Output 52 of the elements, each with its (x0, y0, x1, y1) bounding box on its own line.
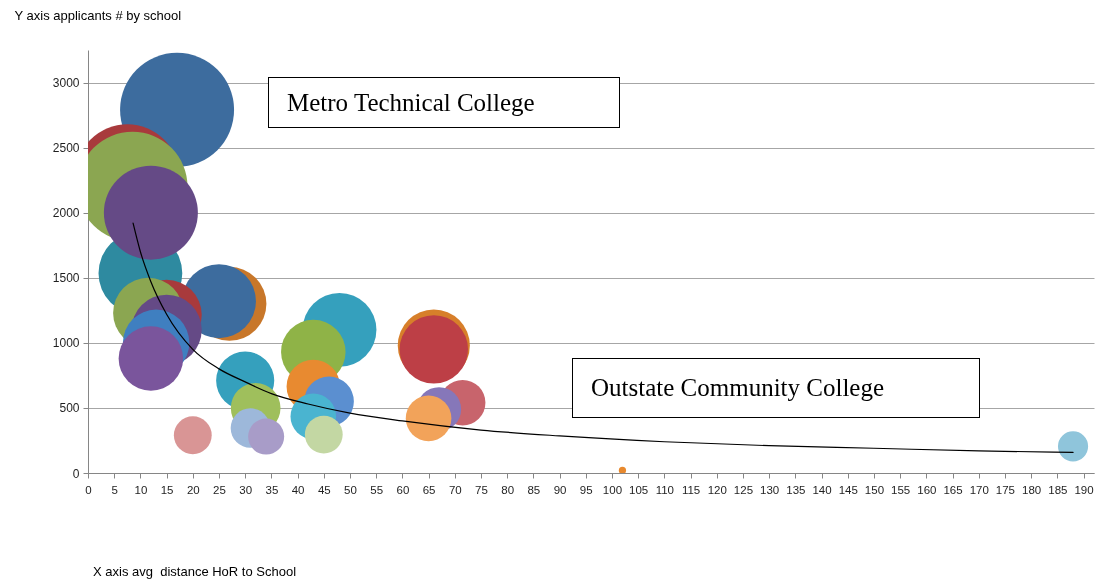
x-tick-label: 30 (239, 483, 253, 496)
x-tick-label: 175 (995, 483, 1016, 496)
y-tick-label: 2000 (52, 206, 80, 221)
y-tick-label: 0 (72, 466, 80, 481)
x-tick-label: 80 (501, 483, 515, 496)
x-tick-label: 45 (317, 483, 331, 496)
x-tick-label: 155 (891, 483, 911, 496)
y-tick-label: 500 (59, 401, 80, 416)
y-tick-label: 3000 (52, 76, 80, 91)
text: X axis avg distance HoR to School (93, 564, 297, 579)
x-tick-label: 130 (760, 483, 780, 496)
x-tick-label: 150 (864, 483, 885, 496)
x-tick-label: 50 (344, 483, 357, 496)
x-tick-label: 160 (917, 483, 937, 496)
y-tick-label: 1500 (52, 271, 80, 286)
y-axis-title: Y axis applicants # by school (14, 7, 182, 23)
x-tick-label: 165 (943, 483, 963, 496)
x-tick-label: 5 (111, 483, 118, 496)
x-tick-label: 60 (396, 483, 410, 496)
x-tick-label: 110 (655, 483, 675, 496)
x-tick-label: 135 (786, 483, 806, 496)
x-tick-label: 75 (475, 483, 488, 496)
x-tick-label: 105 (629, 483, 649, 496)
x-tick-label: 70 (448, 483, 462, 496)
x-tick-label: 90 (553, 483, 567, 496)
x-tick-label: 40 (291, 483, 305, 496)
x-tick-label: 35 (265, 483, 279, 496)
x-tick-label: 55 (370, 483, 384, 496)
x-tick-label: 125 (733, 483, 754, 496)
text-frame: Outstate Community College (572, 358, 980, 418)
x-tick-label: 10 (134, 483, 148, 496)
x-tick-label: 25 (213, 483, 226, 496)
x-tick-label: 65 (422, 483, 436, 496)
x-tick-label: 100 (602, 483, 623, 496)
x-tick-label: 85 (527, 483, 541, 496)
x-tick-label: 185 (1048, 483, 1068, 496)
x-tick-label: 170 (969, 483, 989, 496)
annotation: Outstate Community College (591, 374, 885, 402)
x-tick-label: 145 (838, 483, 858, 496)
x-tick-label: 20 (186, 483, 200, 496)
y-tick-label: 1000 (52, 336, 80, 351)
x-tick-label: 0 (85, 483, 92, 496)
x-tick-label: 190 (1074, 483, 1094, 496)
x-tick-label: 95 (579, 483, 593, 496)
y-tick-label: 2500 (52, 141, 80, 156)
x-tick-label: 140 (812, 483, 832, 496)
x-tick-label: 115 (681, 483, 701, 496)
x-tick-label: 120 (707, 483, 727, 496)
x-tick-label: 180 (1022, 483, 1042, 496)
annotation: Metro Technical College (287, 88, 535, 117)
text-frame: Metro Technical College (268, 77, 620, 128)
x-tick-label: 15 (160, 483, 174, 496)
